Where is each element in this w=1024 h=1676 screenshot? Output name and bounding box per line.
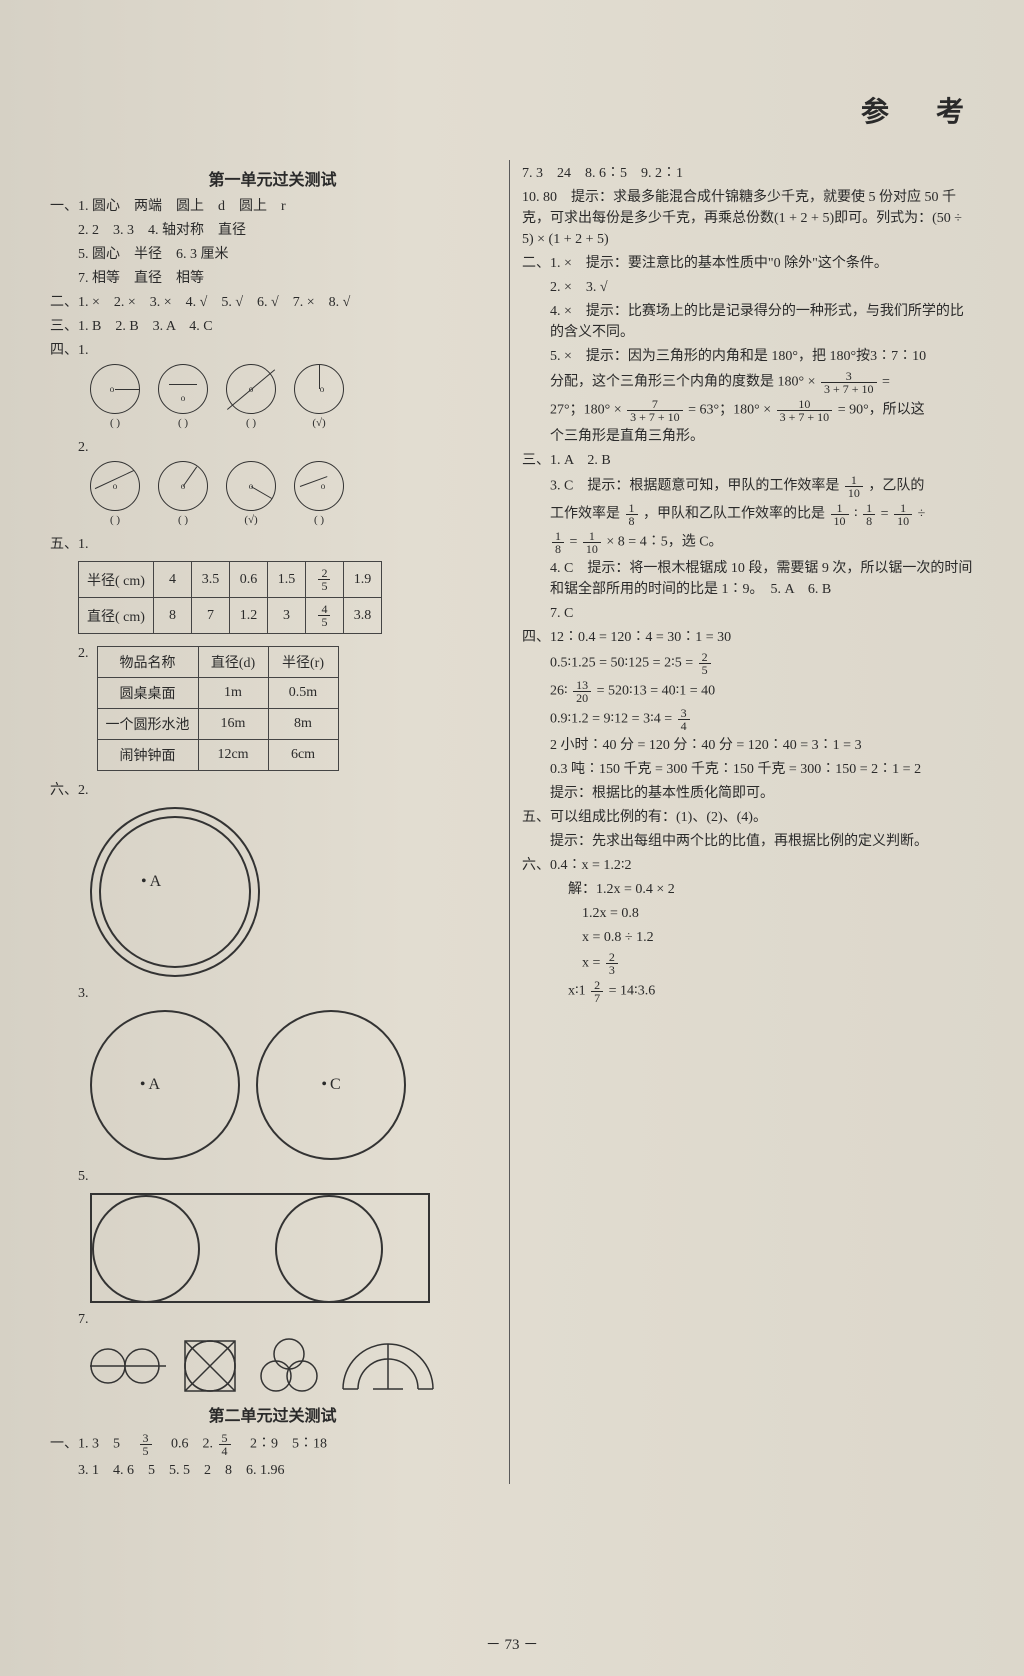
- table-row: 一个圆形水池 16m 8m: [97, 709, 338, 740]
- point-a-label2: A: [140, 1076, 160, 1094]
- r-l2: 10. 80 提示：求最多能混合成什锦糖多少千克，就要使 5 份对应 50 千克…: [522, 187, 974, 250]
- page-root: 参 考 第一单元过关测试 一、1. 圆心 两端 圆上 d 圆上 r 2. 2 3…: [0, 0, 1024, 1676]
- r-s4-7: 提示：根据比的基本性质化简即可。: [522, 783, 974, 804]
- right-column: 7. 3 24 8. 6∶5 9. 2∶1 10. 80 提示：求最多能混合成什…: [509, 160, 974, 1484]
- u1-s1-l1: 一、1. 圆心 两端 圆上 d 圆上 r: [50, 196, 495, 217]
- u1-s6-label7: 7.: [50, 1309, 495, 1330]
- circle-1c: o( ): [226, 364, 276, 414]
- r-s4-3: 26∶ 1320 = 520∶13 = 40∶1 = 40: [522, 679, 974, 704]
- u1-s2: 二、1. × 2. × 3. × 4. √ 5. √ 6. √ 7. × 8. …: [50, 292, 495, 313]
- r-s5b: 提示：先求出每组中两个比的比值，再根据比例的定义判断。: [522, 831, 974, 852]
- circle-2d: o( ): [294, 461, 344, 511]
- circle-1a: o( ): [90, 364, 140, 414]
- r-s6-3: 1.2x = 0.8: [522, 903, 974, 924]
- r-s3-4: 4. C 提示：将一根木棍锯成 10 段，需要锯 9 次，所以锯一次的时间和锯全…: [522, 558, 974, 600]
- r-s2-5d: 个三角形是直角三角形。: [522, 426, 974, 447]
- table-row: 半径( cm) 4 3.5 0.6 1.5 25 1.9: [79, 562, 382, 598]
- u2-l1: 一、1. 3 5 35 0.6 2. 54 2∶9 5∶18: [50, 1432, 495, 1457]
- r-s4-4: 0.9∶1.2 = 9∶12 = 3∶4 = 34: [522, 707, 974, 732]
- u1-s1-l2: 2. 2 3. 3 4. 轴对称 直径: [50, 220, 495, 241]
- u1-s5-label2: 2.: [50, 643, 89, 664]
- u1-s1-l3: 5. 圆心 半径 6. 3 厘米: [50, 244, 495, 265]
- circle-1b: o( ): [158, 364, 208, 414]
- r-s5: 五、可以组成比例的有：(1)、(2)、(4)。: [522, 807, 974, 828]
- figure-patterns: [90, 1336, 495, 1396]
- pattern-icon: [180, 1336, 240, 1396]
- u2-l2: 3. 1 4. 6 5 5. 5 2 8 6. 1.96: [50, 1460, 495, 1481]
- r-s2-1: 二、1. × 提示：要注意比的基本性质中"0 除外"这个条件。: [522, 253, 974, 274]
- page-number: － 73 －: [486, 1633, 539, 1654]
- circle-2a: o( ): [90, 461, 140, 511]
- u1-s6-label: 六、2.: [50, 780, 495, 801]
- r-s3-3a: 3. C 提示：根据题意可知，甲队的工作效率是 110 ，乙队的: [522, 474, 974, 499]
- r-s2-5b: 分配，这个三角形三个内角的度数是 180° × 33 + 7 + 10 =: [522, 370, 974, 395]
- table-row: 物品名称 直径(d) 半径(r): [97, 647, 338, 678]
- pattern-icon: [254, 1336, 324, 1396]
- u1-s5-label: 五、1.: [50, 534, 495, 555]
- u1-s6-label3: 3.: [50, 983, 495, 1004]
- figure-rect-circles: [90, 1193, 495, 1303]
- two-column-layout: 第一单元过关测试 一、1. 圆心 两端 圆上 d 圆上 r 2. 2 3. 3 …: [50, 160, 994, 1484]
- r-s6-4: x = 0.8 ÷ 1.2: [522, 927, 974, 948]
- r-s2-5a: 5. × 提示：因为三角形的内角和是 180°，把 180°按3∶7∶10: [522, 346, 974, 367]
- circle-1d: o(√): [294, 364, 344, 414]
- u1-s4-label2: 2.: [50, 437, 495, 458]
- circle-2c: o(√): [226, 461, 276, 511]
- unit1-title: 第一单元过关测试: [50, 166, 495, 190]
- r-s4-1: 四、12∶0.4 = 120∶4 = 30∶1 = 30: [522, 627, 974, 648]
- r-s2-2: 2. × 3. √: [522, 277, 974, 298]
- r-s3-3b: 工作效率是 18 ，甲队和乙队工作效率的比是 110 ∶ 18 = 110 ÷: [522, 502, 974, 527]
- r-s3-1: 三、1. A 2. B: [522, 450, 974, 471]
- figure-two-circles: A C: [90, 1010, 495, 1160]
- r-s6-2: 解：1.2x = 0.4 × 2: [522, 879, 974, 900]
- circle-2b: o( ): [158, 461, 208, 511]
- table-1: 半径( cm) 4 3.5 0.6 1.5 25 1.9 直径( cm) 8 7…: [78, 561, 382, 634]
- r-s4-5: 2 小时∶40 分 = 120 分∶40 分 = 120∶40 = 3∶1 = …: [522, 735, 974, 756]
- unit2-title: 第二单元过关测试: [50, 1402, 495, 1426]
- r-s6-6: x∶1 27 = 14∶3.6: [522, 979, 974, 1004]
- table-2: 物品名称 直径(d) 半径(r) 圆桌桌面 1m 0.5m 一个圆形水池 16m…: [97, 646, 339, 771]
- u1-s3: 三、1. B 2. B 3. A 4. C: [50, 316, 495, 337]
- u1-s6-label5: 5.: [50, 1166, 495, 1187]
- left-column: 第一单元过关测试 一、1. 圆心 两端 圆上 d 圆上 r 2. 2 3. 3 …: [50, 160, 495, 1484]
- r-s6-1: 六、0.4∶x = 1.2∶2: [522, 855, 974, 876]
- u1-s1-l4: 7. 相等 直径 相等: [50, 268, 495, 289]
- u1-s4-label: 四、1.: [50, 340, 495, 361]
- pattern-icon: [90, 1341, 166, 1391]
- r-l1: 7. 3 24 8. 6∶5 9. 2∶1: [522, 163, 974, 184]
- r-s4-2: 0.5∶1.25 = 50∶125 = 2∶5 = 25: [522, 651, 974, 676]
- point-c-label: C: [321, 1076, 340, 1094]
- table-row: 闹钟钟面 12cm 6cm: [97, 740, 338, 771]
- pattern-icon: [338, 1339, 438, 1394]
- header-partial-title: 参 考: [861, 90, 984, 130]
- figure-double-circle: A: [90, 807, 495, 977]
- circle-row-1: o( ) o( ) o( ) o(√): [90, 364, 495, 414]
- table-row: 直径( cm) 8 7 1.2 3 45 3.8: [79, 598, 382, 634]
- r-s3-7: 7. C: [522, 603, 974, 624]
- r-s3-3c: 18 = 110 × 8 = 4∶5，选 C。: [522, 530, 974, 555]
- r-s6-5: x = 23: [522, 951, 974, 976]
- table-row: 圆桌桌面 1m 0.5m: [97, 678, 338, 709]
- r-s2-4: 4. × 提示：比赛场上的比是记录得分的一种形式，与我们所学的比的含义不同。: [522, 301, 974, 343]
- circle-row-2: o( ) o( ) o(√) o( ): [90, 461, 495, 511]
- point-a-label: A: [141, 873, 161, 891]
- r-s2-5c: 27°；180° × 73 + 7 + 10 = 63°；180° × 103 …: [522, 398, 974, 423]
- r-s4-6: 0.3 吨∶150 千克 = 300 千克∶150 千克 = 300∶150 =…: [522, 759, 974, 780]
